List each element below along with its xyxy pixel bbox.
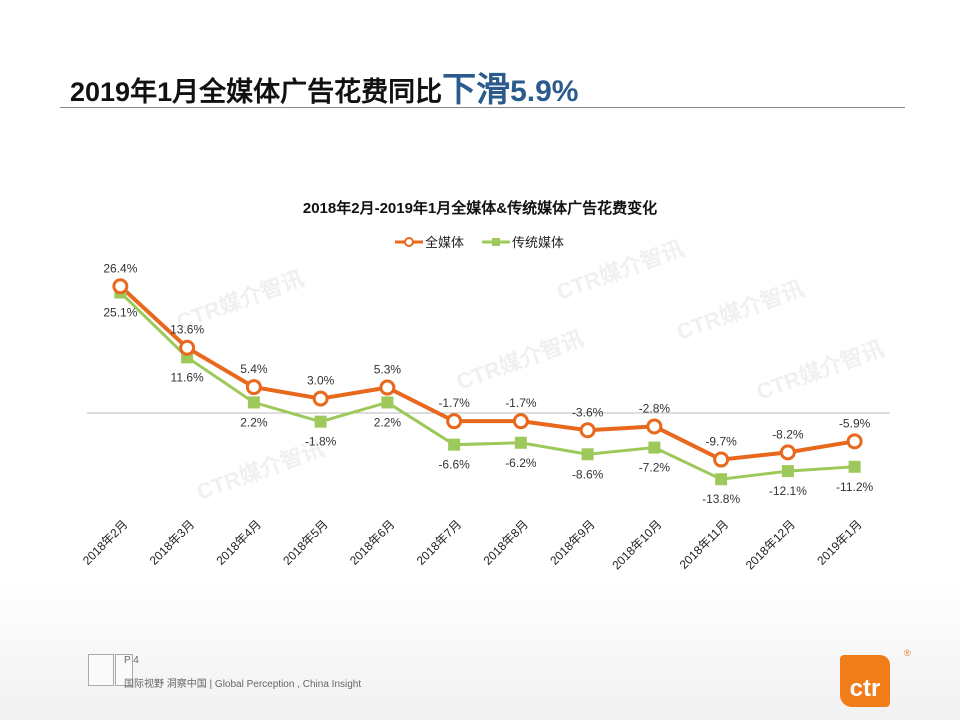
data-point-all-media: [446, 413, 463, 430]
data-label: -11.2%: [836, 480, 873, 494]
data-point-all-media: [379, 379, 396, 396]
tagline: 国际视野 洞察中国 | Global Perception , China In…: [124, 679, 362, 690]
ctr-logo: ctr: [840, 655, 890, 707]
sgs-cert-icon: [88, 654, 114, 686]
data-label: -6.2%: [505, 456, 537, 470]
x-tick-label: 2018年10月: [609, 517, 664, 572]
data-label: 3.0%: [307, 374, 335, 388]
watermark-text: CTR媒介智讯: [553, 236, 687, 305]
series-line-all-media: [119, 284, 855, 462]
data-label: -6.6%: [438, 458, 470, 472]
slide-title: 2019年1月全媒体广告花费同比下滑5.9%: [70, 62, 578, 111]
x-tick-label: 2018年6月: [347, 517, 397, 567]
data-point-traditional: [781, 465, 794, 478]
data-point-all-media: [512, 413, 529, 430]
x-tick-label: 2018年5月: [280, 517, 330, 567]
title-value: 5.9%: [510, 75, 579, 108]
legend: 全媒体 传统媒体: [395, 235, 564, 250]
background-shade: [0, 580, 960, 720]
data-point-traditional: [514, 436, 527, 449]
legend-marker-all-media: [404, 237, 414, 247]
data-point-all-media: [846, 433, 863, 450]
x-tick-label: 2018年3月: [147, 517, 197, 567]
data-label: 2.2%: [374, 415, 402, 429]
registered-mark: ®: [904, 648, 911, 658]
data-label: -2.8%: [639, 401, 671, 415]
watermark-text: CTR媒介智讯: [453, 326, 587, 395]
data-point-traditional: [648, 441, 661, 454]
data-label: -9.7%: [705, 435, 737, 449]
data-label: -12.1%: [769, 484, 807, 498]
data-point-all-media: [179, 339, 196, 356]
data-point-all-media: [579, 422, 596, 439]
x-tick-label: 2018年4月: [214, 517, 264, 567]
watermark-text: CTR媒介智讯: [753, 336, 887, 405]
legend-marker-traditional: [492, 238, 500, 246]
chart-title: 2018年2月-2019年1月全媒体&传统媒体广告花费变化: [303, 199, 657, 217]
data-point-traditional: [247, 396, 260, 409]
data-point-traditional: [314, 415, 327, 428]
data-point-all-media: [713, 451, 730, 468]
data-label: -1.7%: [438, 396, 470, 410]
data-label: 13.6%: [170, 323, 204, 337]
x-tick-label: 2018年12月: [743, 517, 798, 572]
title-divider: [60, 107, 905, 108]
series-line-traditional: [119, 291, 855, 481]
data-point-all-media: [779, 444, 796, 461]
data-label: 5.4%: [240, 362, 268, 376]
data-label: -8.2%: [772, 427, 804, 441]
data-point-traditional: [581, 448, 594, 461]
data-point-traditional: [848, 460, 861, 473]
data-label: -8.6%: [572, 467, 604, 481]
data-label: -5.9%: [839, 416, 871, 430]
x-tick-label: 2019年1月: [814, 517, 864, 567]
data-label: -7.2%: [639, 461, 671, 475]
data-point-all-media: [646, 418, 663, 435]
data-point-traditional: [448, 438, 461, 451]
x-tick-label: 2018年7月: [414, 517, 464, 567]
data-label: 11.6%: [171, 370, 204, 384]
legend-label-all-media: 全媒体: [425, 235, 464, 250]
watermark-text: CTR媒介智讯: [673, 276, 807, 345]
data-label: -1.7%: [505, 396, 537, 410]
legend-label-traditional: 传统媒体: [512, 235, 564, 250]
data-label: 2.2%: [240, 415, 268, 429]
x-tick-label: 2018年2月: [80, 517, 130, 567]
data-label: -1.8%: [305, 435, 337, 449]
ukas-cert-icon: [115, 654, 133, 686]
title-highlight: 下滑: [442, 71, 511, 109]
x-tick-label: 2018年11月: [677, 517, 732, 572]
data-point-traditional: [715, 473, 728, 486]
title-main: 2019年1月全媒体广告花费同比: [70, 77, 443, 107]
data-label: 26.4%: [103, 261, 137, 275]
x-tick-label: 2018年9月: [547, 517, 597, 567]
data-point-all-media: [312, 390, 329, 407]
data-label: -13.8%: [702, 492, 740, 506]
data-label: 5.3%: [374, 363, 402, 377]
data-point-all-media: [245, 379, 262, 396]
data-label: -3.6%: [572, 405, 604, 419]
page-number: P 4: [124, 655, 139, 666]
data-point-all-media: [112, 278, 129, 295]
data-point-traditional: [381, 396, 394, 409]
data-label: 25.1%: [103, 306, 137, 320]
x-tick-label: 2018年8月: [481, 517, 531, 567]
